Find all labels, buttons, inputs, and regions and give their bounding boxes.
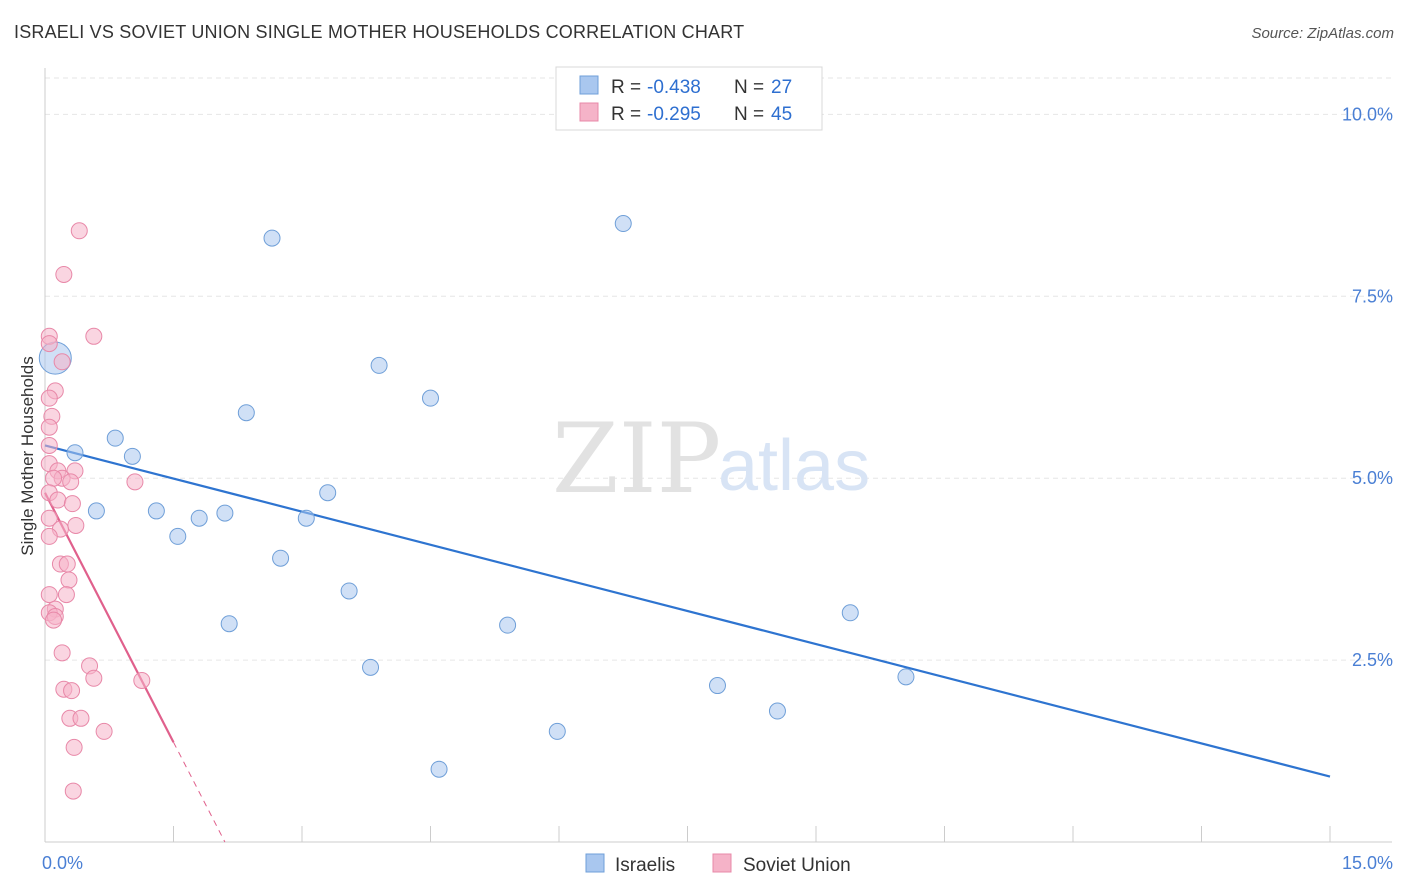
point-soviet-union [85,669,103,687]
point-soviet-union [40,509,58,527]
legend-n-value: 45 [771,104,792,125]
point-israelis [237,404,255,422]
point-soviet-union [40,418,58,436]
point-soviet-union [53,644,71,662]
point-israelis [106,429,124,447]
legend-swatch-israelis [579,75,599,95]
point-soviet-union [85,327,103,345]
point-soviet-union [63,682,81,700]
chart-title: ISRAELI VS SOVIET UNION SINGLE MOTHER HO… [14,22,745,42]
legend-swatch-soviet-union [579,102,599,122]
point-soviet-union [133,671,151,689]
legend-stats: R = -0.438 N = 27 R = -0.295 N = 45 [555,66,823,131]
data-points [38,215,915,800]
point-israelis [66,444,84,462]
legend-r-label: R = [611,77,641,98]
legend-r-value: -0.295 [647,104,701,125]
point-israelis [272,549,290,567]
point-israelis [87,502,105,520]
axes [44,68,1392,843]
point-israelis [897,668,915,686]
point-israelis [370,356,388,374]
point-israelis [340,582,358,600]
legend-label-israelis: Israelis [615,855,675,876]
point-soviet-union [126,473,144,491]
trend-line-israelis [44,444,1331,778]
legend-swatch-israelis [585,853,605,873]
y-tick-label: 5.0% [1352,468,1393,488]
point-israelis [614,215,632,233]
grid-lines [45,77,1392,661]
legend-n-label: N = [734,77,764,98]
tick-labels: 2.5% 5.0% 7.5% 10.0% 0.0% 15.0% [42,104,1393,873]
legend-stats-box [555,66,823,131]
point-soviet-union [62,473,80,491]
point-israelis [319,484,337,502]
point-israelis [147,502,165,520]
x-tick-label: 15.0% [1342,853,1393,873]
point-israelis [123,447,141,465]
point-soviet-union [40,389,58,407]
point-soviet-union [55,265,73,283]
point-soviet-union [67,516,85,534]
point-soviet-union [64,782,82,800]
watermark-atlas: atlas [718,426,870,506]
point-soviet-union [53,353,71,371]
watermark-zip: ZIP [552,403,721,515]
point-israelis [216,504,234,522]
legend-swatch-soviet-union [712,853,732,873]
point-israelis [362,658,380,676]
point-soviet-union [40,436,58,454]
point-soviet-union [65,738,83,756]
point-israelis [548,722,566,740]
legend-r-label: R = [611,104,641,125]
point-soviet-union [40,335,58,353]
point-soviet-union [40,586,58,604]
point-soviet-union [63,495,81,513]
point-israelis [169,527,187,545]
y-tick-label: 10.0% [1342,104,1393,124]
point-israelis [841,604,859,622]
point-soviet-union [45,469,63,487]
legend-n-label: N = [734,104,764,125]
y-tick-label: 2.5% [1352,650,1393,670]
legend-label-soviet-union: Soviet Union [743,855,851,876]
point-israelis [297,509,315,527]
point-israelis [422,389,439,407]
x-tick-label: 0.0% [42,853,83,873]
point-soviet-union [40,527,58,545]
watermark: ZIP atlas [552,403,870,515]
point-israelis [263,229,281,247]
trend-line-soviet-union-extension [173,741,226,843]
point-israelis [220,615,238,633]
legend-series: Israelis Soviet Union [585,853,851,876]
y-tick-label: 7.5% [1352,286,1393,306]
point-soviet-union [70,222,88,240]
legend-n-value: 27 [771,77,792,98]
point-soviet-union [60,571,78,589]
y-axis-title: Single Mother Households [18,356,37,555]
point-soviet-union [95,722,113,740]
legend-r-value: -0.438 [647,77,701,98]
point-soviet-union [57,586,75,604]
point-soviet-union [58,555,76,573]
point-israelis [190,509,208,527]
point-israelis [499,616,517,634]
point-soviet-union [45,611,63,629]
point-soviet-union [72,709,90,727]
point-soviet-union [49,491,67,509]
point-israelis [430,760,448,778]
point-israelis [708,677,726,695]
chart-source: Source: ZipAtlas.com [1251,25,1394,42]
point-israelis [768,702,786,720]
